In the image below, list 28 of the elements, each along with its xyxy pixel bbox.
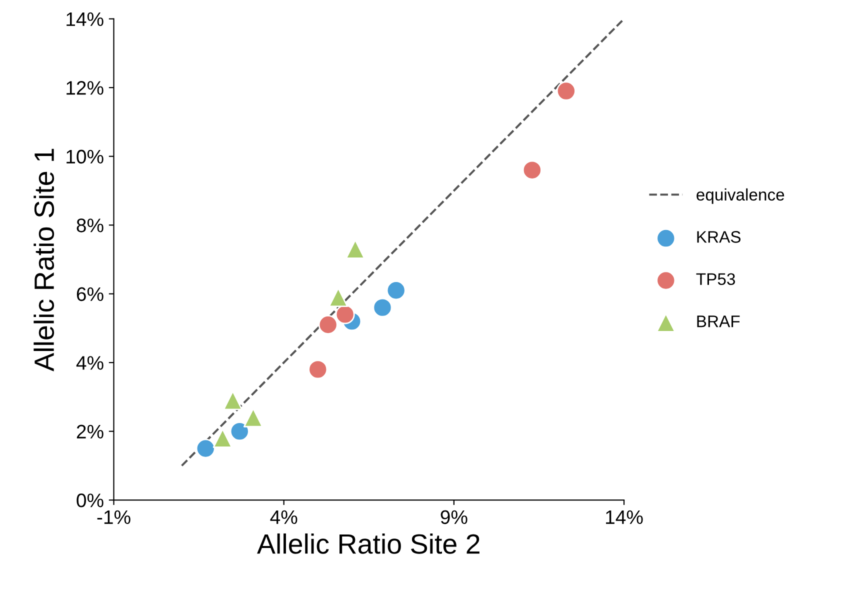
- y-axis-title: Allelic Ratio Site 1: [34, 148, 54, 372]
- point: [372, 298, 392, 318]
- y-tick-label: 2%: [76, 424, 104, 438]
- legend-label: equivalence: [696, 188, 784, 204]
- point: [230, 422, 250, 442]
- point: [318, 315, 338, 335]
- point: [196, 438, 216, 458]
- point: [328, 288, 348, 308]
- y-tick-label: 0%: [76, 494, 104, 508]
- y-tick-label: 14%: [66, 12, 104, 26]
- x-tick-label: 4%: [270, 510, 298, 524]
- x-tick-label: 9%: [440, 510, 468, 524]
- y-tick-label: 12%: [66, 81, 104, 95]
- point: [522, 160, 542, 180]
- legend-label: KRAS: [697, 231, 741, 243]
- legend-label: BRAF: [697, 316, 740, 328]
- y-tick-label: 4%: [76, 356, 104, 370]
- x-tick-label: 14%: [606, 510, 643, 524]
- point: [308, 360, 328, 380]
- legend-label: TP53: [696, 273, 735, 286]
- x-tick-label: -1%: [97, 510, 130, 524]
- x-axis-title: Allelic Ratio Site 2: [257, 533, 480, 554]
- point: [335, 304, 355, 324]
- y-tick-label: 6%: [76, 287, 104, 302]
- point: [556, 81, 576, 101]
- point: [386, 280, 406, 300]
- y-tick-label: 10%: [66, 150, 104, 164]
- y-tick-label: 8%: [76, 218, 104, 232]
